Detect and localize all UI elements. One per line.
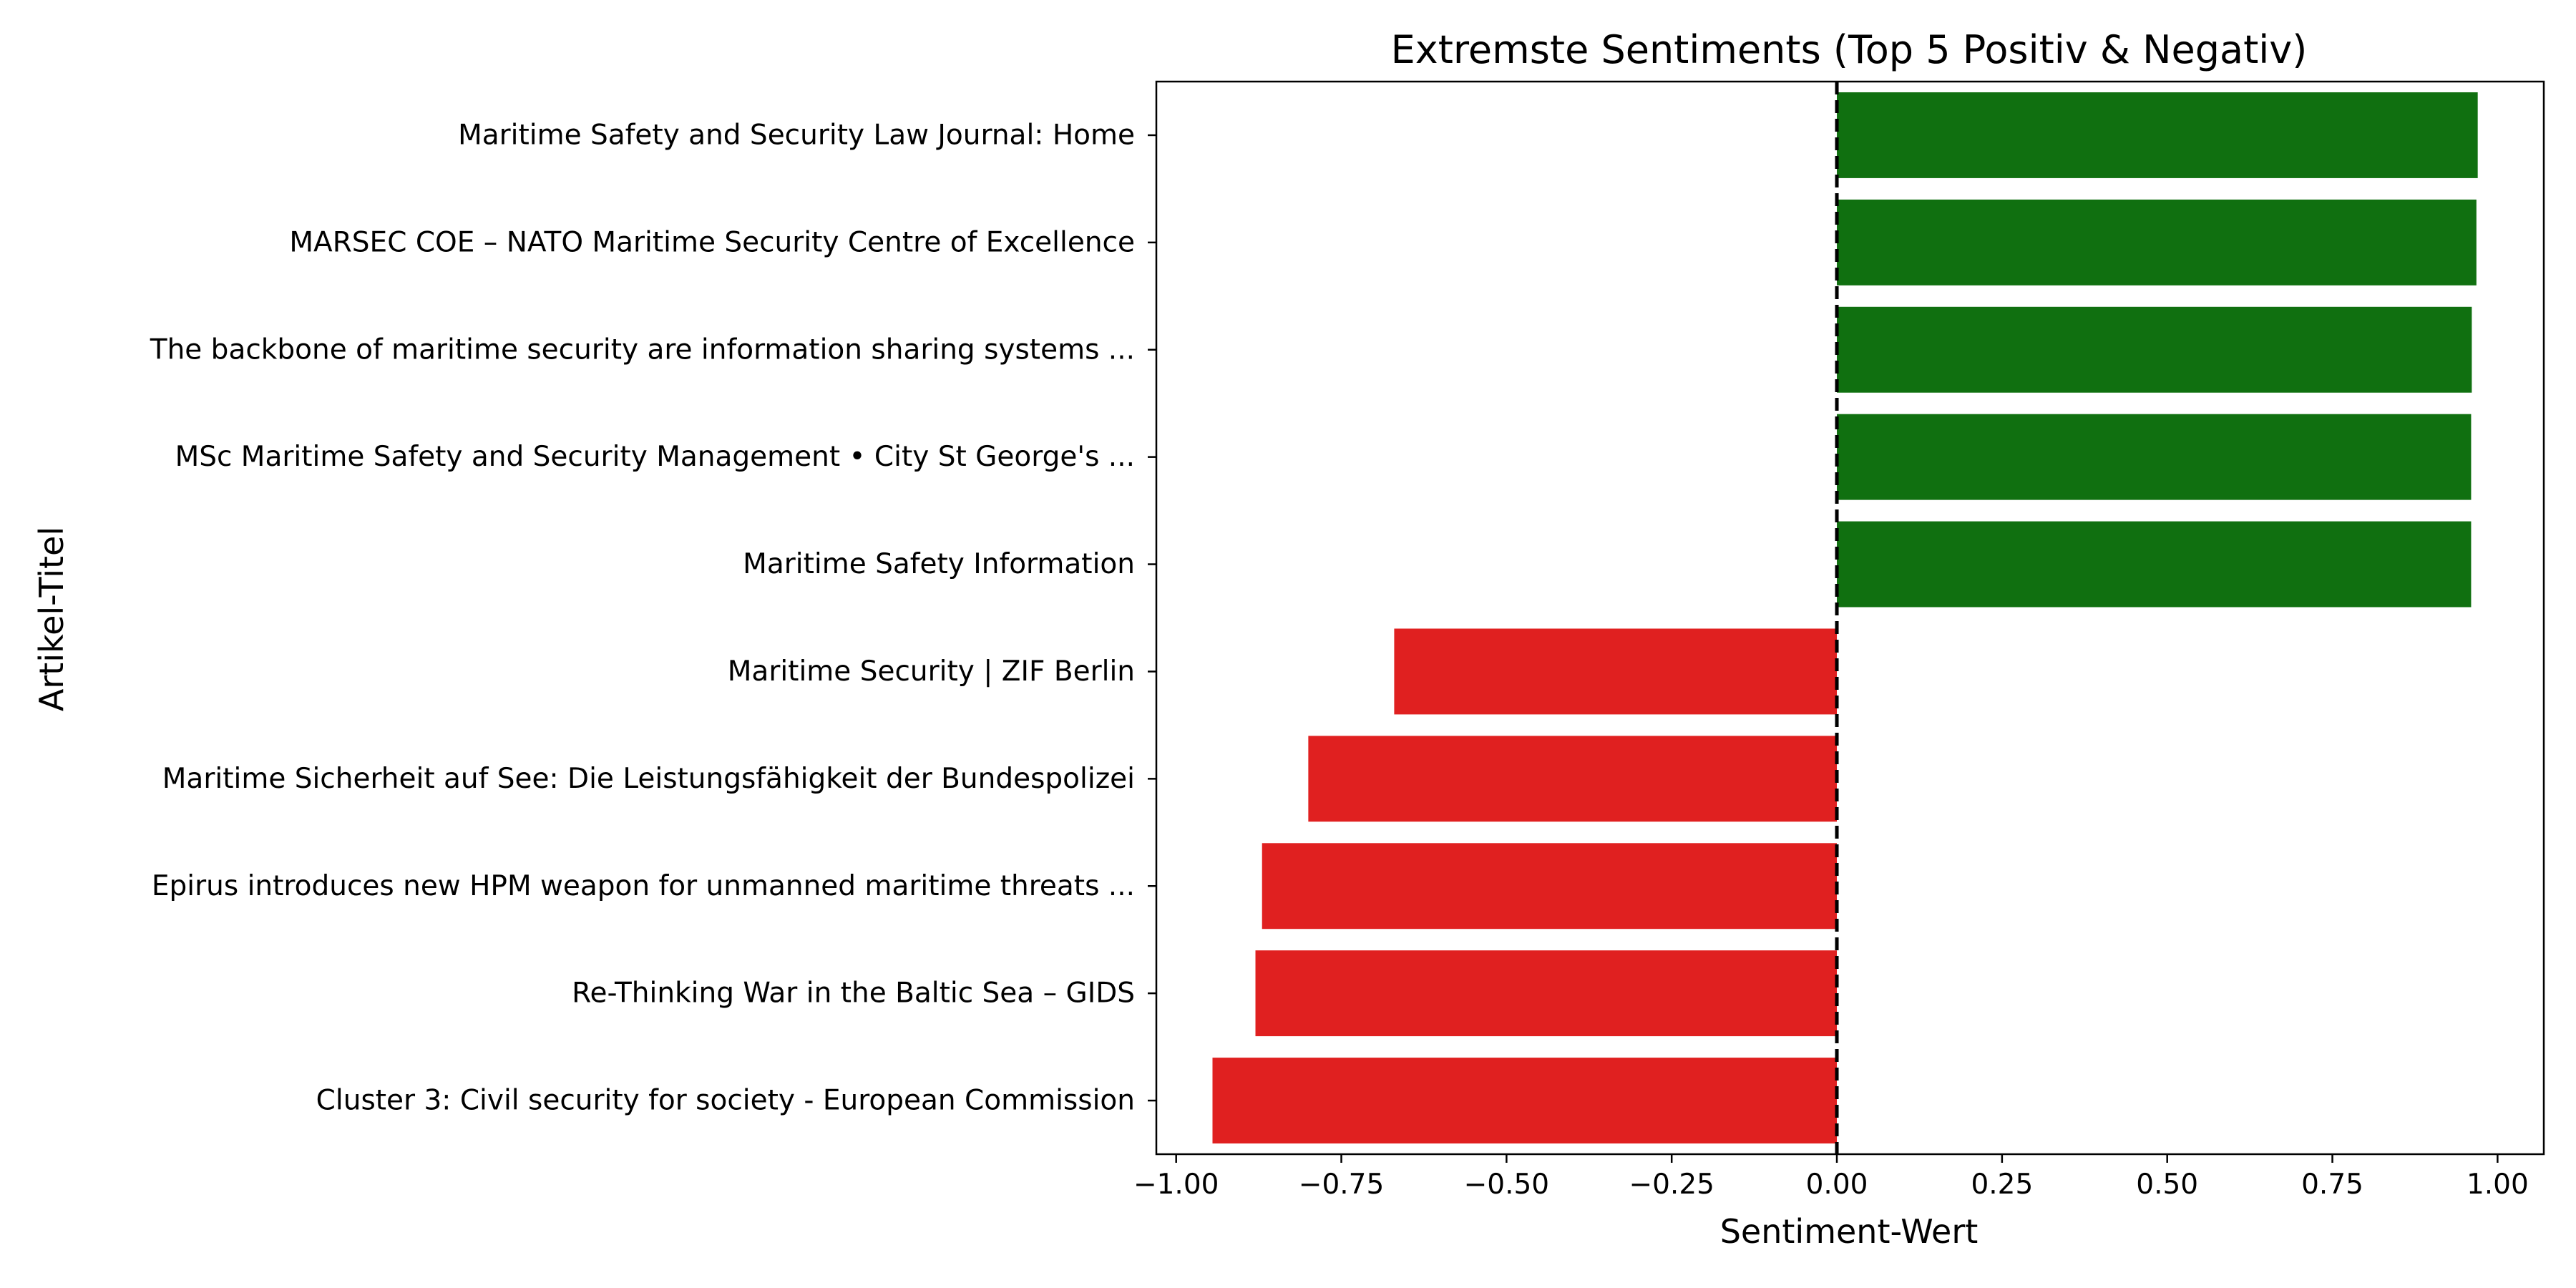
x-tick-label: 0.50: [2136, 1169, 2198, 1201]
bar-9: [1255, 950, 1838, 1037]
category-label: Cluster 3: Civil security for society - …: [316, 1085, 1135, 1117]
y-axis-ticks: Maritime Safety and Security Law Journal…: [150, 119, 1156, 1117]
category-label: Maritime Safety and Security Law Journal…: [458, 119, 1135, 151]
bar-5: [1837, 521, 2472, 608]
bars-layer: [1212, 92, 2478, 1144]
plot-frame: [1155, 80, 2545, 1156]
bar-1: [1837, 92, 2478, 178]
category-label: Maritime Security | ZIF Berlin: [728, 655, 1135, 688]
bar-3: [1837, 306, 2472, 393]
category-label: The backbone of maritime security are in…: [150, 333, 1135, 366]
chart-title: Extremste Sentiments (Top 5 Positiv & Ne…: [1391, 27, 2308, 72]
x-axis-ticks: −1.00 −0.75 −0.50 −0.25 0.00 0.25 0.50 0.75 1.00: [1133, 1154, 2529, 1201]
bar-4: [1837, 414, 2472, 500]
category-label: Maritime Sicherheit auf See: Die Leistun…: [162, 763, 1135, 795]
x-axis-label: Sentiment-Wert: [1720, 1212, 1979, 1251]
x-tick-label: −1.00: [1133, 1169, 1219, 1201]
category-label: MSc Maritime Safety and Security Managem…: [175, 441, 1135, 473]
category-label: Epirus introduces new HPM weapon for unm…: [152, 870, 1135, 902]
x-tick-label: 0.00: [1806, 1169, 1868, 1201]
x-tick-label: −0.50: [1464, 1169, 1550, 1201]
bar-6: [1394, 628, 1838, 715]
bar-10: [1212, 1058, 1838, 1144]
x-tick-label: −0.25: [1629, 1169, 1714, 1201]
x-tick-label: 0.75: [2301, 1169, 2363, 1201]
category-label: Re-Thinking War in the Baltic Sea – GIDS: [572, 977, 1135, 1010]
bar-8: [1262, 843, 1838, 930]
x-tick-label: −0.75: [1299, 1169, 1385, 1201]
y-axis-label: Artikel-Titel: [32, 527, 71, 711]
category-label: Maritime Safety Information: [743, 548, 1135, 580]
x-tick-label: 1.00: [2467, 1169, 2529, 1201]
bar-7: [1308, 736, 1838, 822]
bar-2: [1837, 199, 2477, 286]
category-label: MARSEC COE – NATO Maritime Security Cent…: [289, 226, 1135, 258]
x-tick-label: 0.25: [1971, 1169, 2033, 1201]
